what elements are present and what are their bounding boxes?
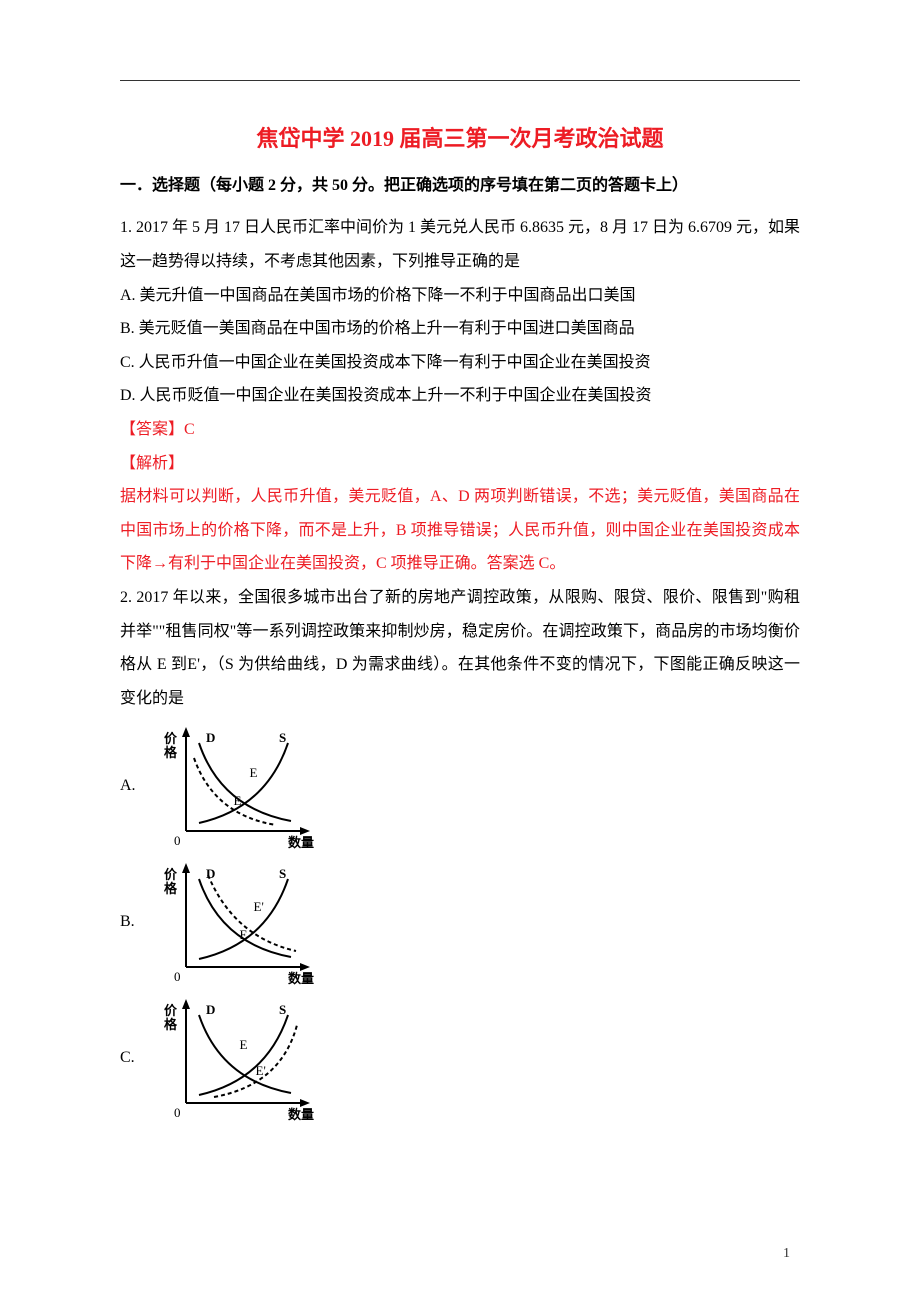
svg-text:E': E' (256, 1063, 266, 1078)
svg-text:0: 0 (174, 833, 181, 848)
q2-stem: 2. 2017 年以来，全国很多城市出台了新的房地产调控政策，从限购、限贷、限价… (120, 581, 800, 715)
svg-text:0: 0 (174, 1105, 181, 1120)
section-header: 一．选择题（每小题 2 分，共 50 分。把正确选项的序号填在第二页的答题卡上） (120, 171, 800, 201)
q1-option-b: B. 美元贬值一美国商品在中国市场的价格上升一有利于中国进口美国商品 (120, 312, 800, 346)
q1-explain-label: 【解析】 (120, 447, 800, 481)
svg-text:格: 格 (164, 1017, 178, 1032)
svg-text:S: S (279, 866, 286, 881)
svg-text:价: 价 (164, 1003, 178, 1018)
svg-text:E: E (234, 793, 242, 808)
svg-text:D: D (206, 1002, 215, 1017)
svg-text:E: E (250, 765, 258, 780)
q2-option-a-label: A. (120, 777, 144, 795)
svg-text:E: E (240, 1037, 248, 1052)
svg-text:0: 0 (174, 969, 181, 984)
svg-text:D: D (206, 730, 215, 745)
svg-text:价: 价 (164, 867, 178, 882)
chart-a: 价格数量 0 EE D S (156, 721, 326, 851)
svg-text:S: S (279, 730, 286, 745)
answer-label: 【答案】 (120, 421, 184, 438)
chart-b: 价格数量 0 E E' D S (156, 857, 326, 987)
q2-option-b-row: B. 价格数量 0 E E' D S (120, 857, 800, 987)
answer-value: C (184, 421, 195, 438)
q1-answer: 【答案】C (120, 413, 800, 447)
svg-text:D: D (206, 866, 215, 881)
top-divider (120, 80, 800, 81)
q1-explain-body: 据材料可以判断，人民币升值，美元贬值，A、D 两项判断错误，不选；美元贬值，美国… (120, 480, 800, 581)
q2-option-c-label: C. (120, 1049, 144, 1067)
chart-c: 价格数量 0 E E' D S (156, 993, 326, 1123)
svg-text:E: E (240, 927, 248, 942)
svg-text:格: 格 (164, 881, 178, 896)
svg-text:S: S (279, 1002, 286, 1017)
q1-option-a: A. 美元升值一中国商品在美国市场的价格下降一不利于中国商品出口美国 (120, 279, 800, 313)
svg-text:数量: 数量 (288, 971, 314, 986)
q1-option-d: D. 人民币贬值一中国企业在美国投资成本上升一不利于中国企业在美国投资 (120, 379, 800, 413)
q2-option-c-row: C. 价格数量 0 E E' D S (120, 993, 800, 1123)
svg-text:数量: 数量 (288, 1107, 314, 1122)
q1-stem: 1. 2017 年 5 月 17 日人民币汇率中间价为 1 美元兑人民币 6.8… (120, 211, 800, 278)
exam-title: 焦岱中学 2019 届高三第一次月考政治试题 (120, 121, 800, 153)
q2-option-b-label: B. (120, 913, 144, 931)
q1-option-c: C. 人民币升值一中国企业在美国投资成本下降一有利于中国企业在美国投资 (120, 346, 800, 380)
svg-text:价: 价 (164, 731, 178, 746)
svg-text:E': E' (254, 899, 264, 914)
svg-text:格: 格 (164, 745, 178, 760)
svg-text:数量: 数量 (288, 835, 314, 850)
page-number: 1 (783, 1246, 790, 1262)
q2-option-a-row: A. 价格数量 0 EE D S (120, 721, 800, 851)
explain-label-text: 【解析】 (120, 455, 184, 472)
